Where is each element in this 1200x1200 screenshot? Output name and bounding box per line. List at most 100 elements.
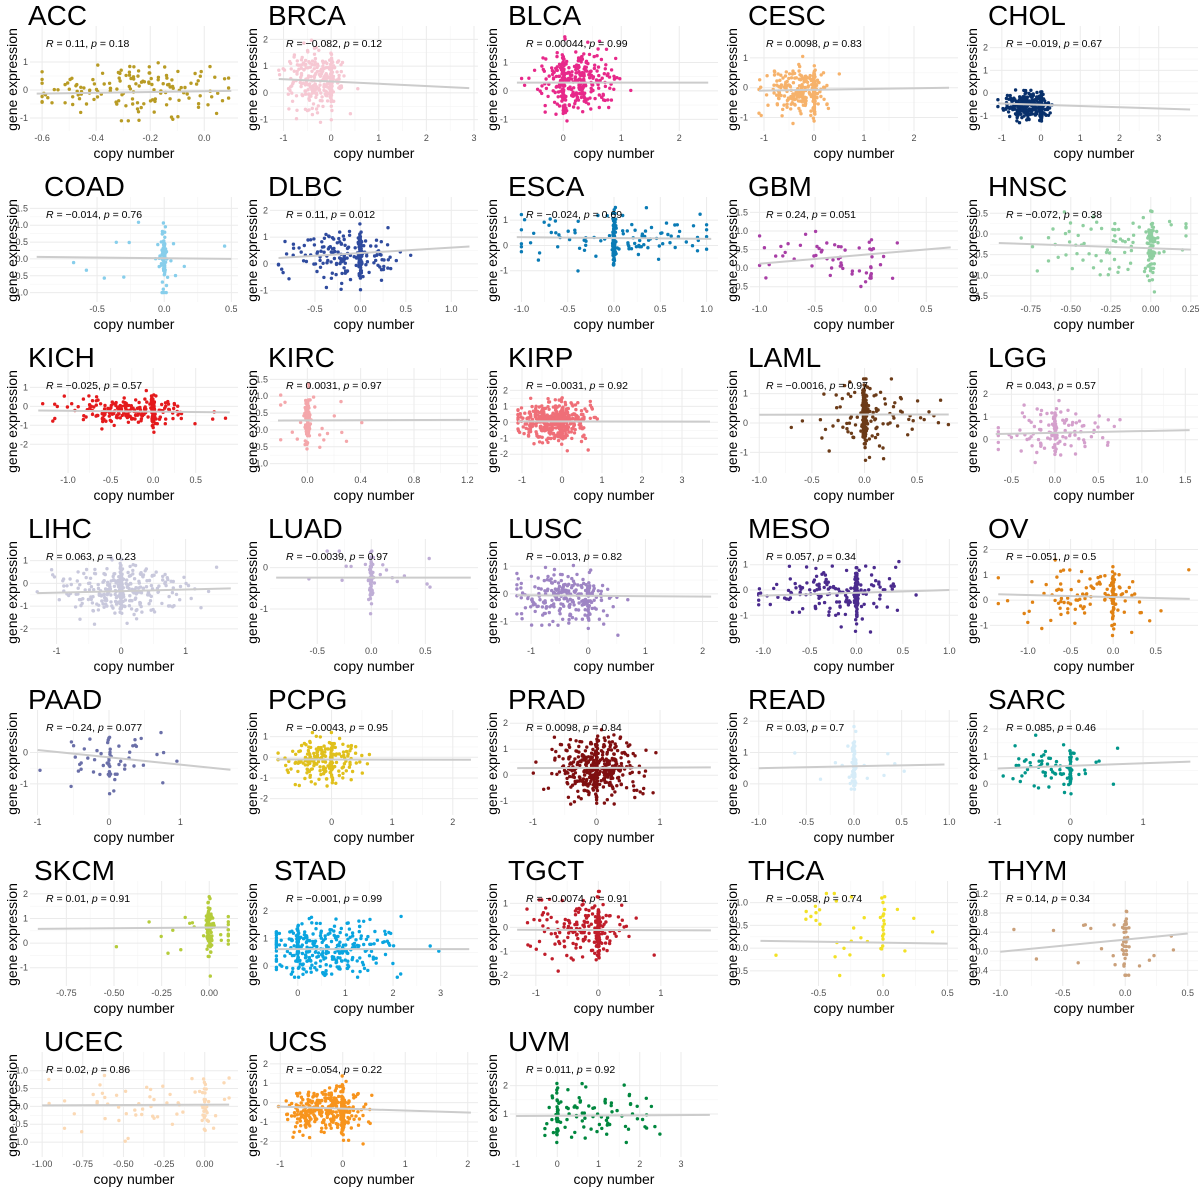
y-tick-label: 0 bbox=[503, 86, 508, 96]
data-point bbox=[791, 93, 796, 97]
data-point bbox=[428, 585, 432, 589]
data-point bbox=[1012, 107, 1017, 111]
data-point bbox=[298, 63, 302, 67]
data-point bbox=[544, 605, 549, 609]
data-point bbox=[611, 216, 615, 221]
data-point bbox=[874, 409, 879, 413]
data-point bbox=[874, 426, 878, 431]
data-point bbox=[1120, 239, 1125, 243]
data-point bbox=[1030, 245, 1035, 249]
data-point bbox=[220, 99, 225, 103]
minor-gridlines bbox=[990, 539, 1198, 644]
data-point bbox=[637, 245, 642, 249]
data-point bbox=[1059, 599, 1063, 604]
correlation-annotation: R = 0.063, p = 0.23 bbox=[46, 551, 136, 563]
data-point bbox=[789, 76, 794, 80]
data-point bbox=[208, 64, 212, 69]
data-point bbox=[520, 617, 524, 621]
data-point bbox=[102, 579, 106, 583]
data-point bbox=[310, 106, 314, 111]
data-point bbox=[522, 431, 526, 436]
data-point bbox=[40, 70, 44, 74]
data-point bbox=[167, 82, 171, 87]
data-point bbox=[563, 436, 567, 440]
data-point bbox=[339, 242, 344, 246]
y-tick-label: 0 bbox=[503, 417, 508, 427]
data-point bbox=[794, 586, 798, 590]
correlation-annotation: R = 0.11, p = 0.18 bbox=[46, 38, 129, 50]
data-point bbox=[1099, 259, 1103, 263]
data-point bbox=[857, 269, 862, 273]
data-point bbox=[595, 417, 599, 421]
data-point bbox=[877, 444, 882, 448]
data-point bbox=[335, 70, 339, 74]
data-point bbox=[656, 257, 661, 261]
data-point bbox=[1128, 261, 1133, 265]
data-point bbox=[88, 581, 92, 585]
data-point bbox=[369, 550, 373, 554]
data-point bbox=[570, 436, 574, 441]
data-point bbox=[1035, 450, 1039, 455]
panel-chol: CHOL -1 0 1 2 3 -1 0 1 2 R = −0.019, p = 0.67 copy … bbox=[960, 0, 1200, 171]
data-point bbox=[323, 74, 327, 78]
x-axis-label: copy number bbox=[814, 316, 895, 332]
data-point bbox=[306, 88, 310, 92]
data-point bbox=[1030, 600, 1035, 604]
data-point bbox=[607, 105, 611, 110]
data-point bbox=[1091, 266, 1096, 270]
data-point bbox=[329, 64, 334, 68]
data-point bbox=[757, 111, 761, 115]
data-point bbox=[573, 76, 577, 81]
data-point bbox=[822, 600, 827, 605]
data-point bbox=[318, 69, 322, 73]
data-point bbox=[295, 63, 300, 67]
data-point bbox=[549, 428, 553, 432]
data-point bbox=[1144, 230, 1148, 234]
data-point bbox=[611, 245, 615, 250]
data-point bbox=[304, 427, 308, 431]
data-point bbox=[551, 619, 555, 624]
data-point bbox=[886, 422, 890, 426]
data-point bbox=[277, 68, 281, 72]
data-point bbox=[568, 597, 572, 601]
data-point bbox=[105, 593, 110, 597]
data-point bbox=[814, 253, 818, 258]
data-point bbox=[544, 57, 548, 61]
data-point bbox=[596, 589, 600, 593]
data-point bbox=[119, 68, 123, 72]
data-point bbox=[889, 377, 894, 381]
data-point bbox=[815, 244, 819, 249]
data-point bbox=[563, 400, 567, 405]
data-point bbox=[1056, 441, 1060, 445]
data-point bbox=[279, 438, 283, 442]
data-point bbox=[109, 556, 114, 560]
data-point bbox=[856, 593, 860, 597]
data-point bbox=[1073, 452, 1078, 456]
data-point bbox=[310, 88, 314, 92]
data-point bbox=[822, 392, 826, 396]
points bbox=[757, 54, 841, 126]
data-point bbox=[330, 271, 334, 275]
data-point bbox=[519, 245, 524, 249]
data-point bbox=[657, 244, 661, 248]
data-point bbox=[516, 412, 520, 417]
scatter-plot: -1.0 -0.5 0.0 0.5-0.50.00.51.01.5 R = 0.24, … bbox=[724, 197, 958, 332]
data-point bbox=[1053, 422, 1058, 426]
data-point bbox=[306, 414, 311, 419]
data-point bbox=[340, 60, 345, 65]
data-point bbox=[1184, 225, 1188, 229]
data-point bbox=[115, 87, 119, 91]
panel-title: KICH bbox=[28, 342, 95, 373]
data-point bbox=[1015, 119, 1019, 123]
data-point bbox=[597, 73, 601, 78]
data-point bbox=[122, 396, 126, 400]
data-point bbox=[374, 258, 378, 263]
correlation-annotation: R = −0.024, p = 0.69 bbox=[526, 209, 622, 221]
data-point bbox=[137, 400, 141, 405]
data-point bbox=[785, 105, 789, 109]
data-point bbox=[198, 74, 202, 78]
data-point bbox=[1020, 97, 1025, 101]
data-point bbox=[109, 593, 113, 597]
data-point bbox=[1061, 418, 1065, 422]
data-point bbox=[776, 72, 780, 76]
